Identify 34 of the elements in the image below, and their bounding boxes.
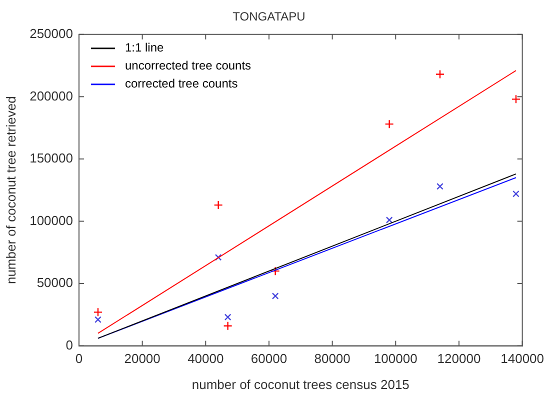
- point: [435, 70, 445, 79]
- point: [384, 119, 394, 129]
- point: [512, 190, 520, 198]
- y-tick-label: 150000: [30, 150, 73, 166]
- point: [94, 316, 102, 324]
- x-tick-label: 60000: [250, 351, 288, 366]
- y-tick-label: 50000: [36, 275, 73, 290]
- point: [223, 321, 232, 330]
- x-tick-label: 120000: [437, 351, 481, 366]
- y-tick-label: 250000: [30, 26, 73, 41]
- y-tick-label: 0: [66, 337, 73, 352]
- point: [214, 254, 222, 261]
- y-tick-label: 200000: [30, 88, 73, 104]
- point: [224, 314, 232, 321]
- x-axis-title: number of coconut trees census 2015: [192, 376, 410, 392]
- x-tick-label: 20000: [124, 351, 160, 366]
- x-tick-label: 80000: [314, 351, 350, 366]
- chart-title: TONGATAPU: [232, 10, 306, 24]
- legend-label: 1:1 line: [124, 40, 164, 55]
- point: [511, 94, 521, 104]
- x-tick-label: 40000: [188, 351, 224, 366]
- point: [272, 292, 279, 300]
- x-tick-label: 100000: [374, 351, 418, 366]
- x-tick-label: 0: [75, 351, 83, 366]
- point: [93, 308, 103, 317]
- y-axis-title: number of coconut tree retrieved: [3, 96, 18, 284]
- point: [270, 266, 280, 276]
- legend-label: corrected tree counts: [124, 76, 238, 91]
- point: [214, 200, 223, 210]
- x-tick-label: 140000: [500, 351, 544, 366]
- y-tick-label: 100000: [30, 212, 73, 228]
- point: [386, 216, 393, 224]
- legend-label: uncorrected tree counts: [124, 58, 252, 73]
- point: [436, 182, 444, 190]
